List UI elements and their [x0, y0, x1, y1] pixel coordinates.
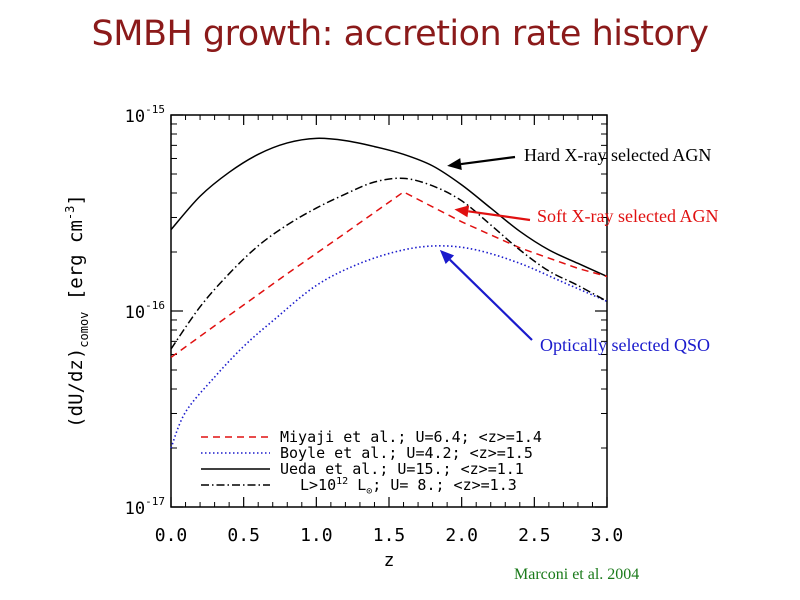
series-line-3	[170, 177, 608, 350]
legend-label: Miyaji et al.; U=6.4; <z>=1.4	[280, 428, 542, 446]
x-tick-label: 1.5	[373, 525, 406, 546]
x-tick-label: 2.5	[518, 525, 551, 546]
x-tick-label: 1.0	[300, 525, 333, 546]
annotation-arrow-head	[447, 158, 462, 171]
annotation-arrow-shaft	[468, 210, 531, 222]
x-tick-label: 2.0	[445, 525, 478, 546]
x-tick-label: 3.0	[591, 525, 624, 546]
y-tick-label: 10-17	[125, 495, 165, 519]
x-tick-label: 0.0	[155, 525, 188, 546]
y-tick-label: 10-15	[125, 103, 165, 127]
annotation-arrow-shaft	[460, 155, 516, 166]
y-axis-label: (dU/dz)comov [erg cm-3]	[63, 194, 91, 428]
x-axis-ticks: 0.0 0.5 1.0 1.5 2.0 2.5 3.0	[155, 115, 624, 546]
x-axis-label: z	[384, 550, 395, 571]
y-tick-label: 10-16	[125, 299, 165, 323]
slide-title: SMBH growth: accretion rate history	[91, 14, 709, 54]
legend-label: Boyle et al.; U=4.2; <z>=1.5	[280, 444, 533, 462]
series-line-0	[170, 137, 608, 278]
legend-label: Ueda et al.; U=15.; <z>=1.1	[280, 460, 524, 478]
series-line-2	[170, 245, 608, 449]
x-tick-label: 0.5	[227, 525, 260, 546]
y-axis-ticks: 10-15 10-16 10-17	[125, 103, 607, 519]
annotation-arrow-head	[454, 205, 470, 218]
annotation-arrow-head	[439, 249, 455, 264]
legend-label: L>1012 L⊙; U= 8.; <z>=1.3	[300, 476, 517, 497]
citation-credit: Marconi et al. 2004	[514, 566, 640, 583]
annotation-label: Optically selected QSO	[540, 335, 710, 355]
annotation-label: Hard X-ray selected AGN	[524, 145, 711, 165]
series-layer	[170, 137, 608, 449]
annotation-label: Soft X-ray selected AGN	[537, 206, 718, 226]
annotation-arrow-shaft	[449, 258, 533, 341]
annotations: Hard X-ray selected AGN Soft X-ray select…	[439, 145, 718, 355]
